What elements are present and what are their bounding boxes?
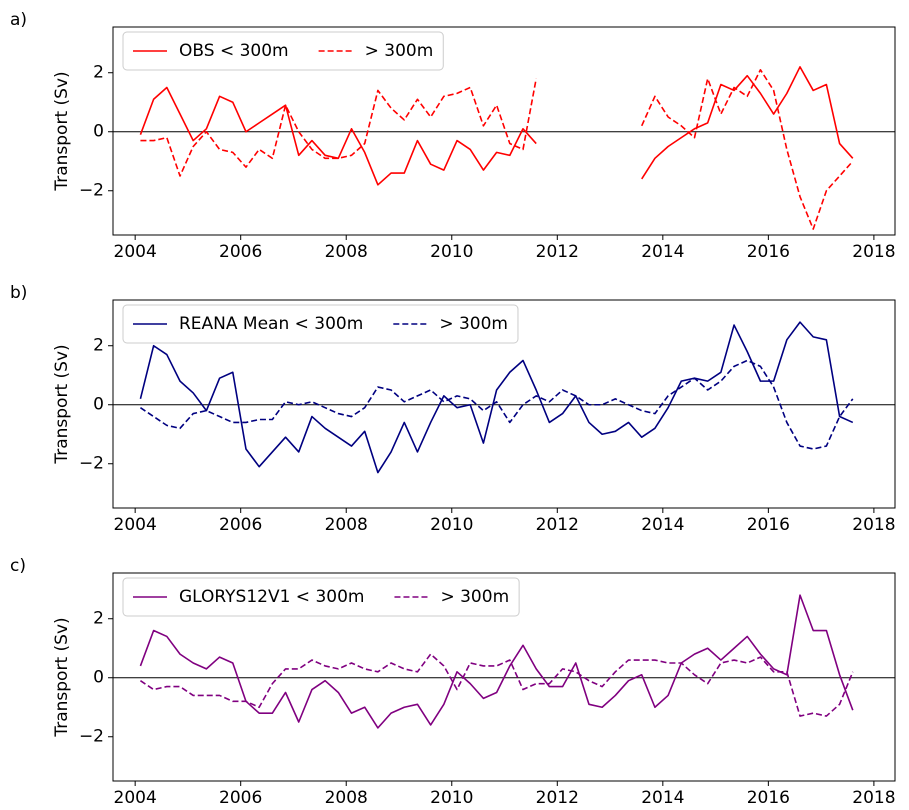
y-tick-label: 2: [93, 609, 104, 629]
series-line: [139, 321, 854, 474]
legend-box: [122, 31, 444, 71]
y-tick-label: 2: [93, 63, 104, 83]
panel-label: a): [10, 10, 27, 30]
x-tick-label: 2014: [641, 788, 684, 808]
y-tick-label: 0: [93, 668, 104, 688]
legend-label: > 300m: [440, 587, 509, 607]
y-tick-label: 2: [93, 336, 104, 356]
x-tick-label: 2010: [430, 515, 473, 535]
legend: GLORYS12V1 < 300m > 300m: [122, 577, 520, 617]
plot-frame: [112, 572, 896, 782]
y-tick-label: −2: [79, 181, 104, 201]
x-tick-label: 2008: [325, 788, 368, 808]
y-tick-label: −2: [79, 454, 104, 474]
panel-label: c): [10, 556, 26, 576]
plot-frame: [112, 299, 896, 509]
panel: a) Transport (Sv) −2 0 2 2004 2006 2008 2010 2012…: [10, 10, 896, 262]
x-tick-label: 2010: [430, 788, 473, 808]
x-tick-label: 2018: [852, 242, 895, 262]
panel: b) Transport (Sv) −2 0 2 2004 2006 2008 2010 2012…: [10, 283, 896, 535]
series-line: [139, 66, 854, 186]
legend-label: > 300m: [439, 314, 508, 334]
y-axis-label: Transport (Sv): [52, 71, 72, 191]
legend: REANA Mean < 300m > 300m: [122, 304, 519, 344]
y-axis-label: Transport (Sv): [52, 344, 72, 464]
legend-label: REANA Mean < 300m: [179, 314, 363, 334]
x-tick-label: 2006: [219, 788, 262, 808]
legend-label: > 300m: [365, 41, 434, 61]
x-tick-label: 2006: [219, 242, 262, 262]
y-axis-label: Transport (Sv): [52, 617, 72, 737]
x-tick-label: 2006: [219, 515, 262, 535]
x-tick-label: 2012: [536, 788, 579, 808]
y-tick-label: −2: [79, 727, 104, 747]
legend-label: OBS < 300m: [179, 41, 289, 61]
x-tick-label: 2004: [114, 242, 157, 262]
x-tick-label: 2016: [747, 788, 790, 808]
x-tick-label: 2016: [747, 242, 790, 262]
legend-box: [122, 304, 519, 344]
panel: c) Transport (Sv) −2 0 2 2004 2006 2008 2010 2012…: [10, 556, 896, 808]
x-tick-label: 2010: [430, 242, 473, 262]
series-line: [140, 68, 854, 230]
x-tick-label: 2004: [114, 788, 157, 808]
x-tick-label: 2014: [641, 242, 684, 262]
plot-frame: [112, 26, 896, 236]
x-tick-label: 2012: [536, 242, 579, 262]
y-tick-label: 0: [93, 395, 104, 415]
series-line: [139, 653, 854, 717]
x-tick-label: 2012: [536, 515, 579, 535]
panel-label: b): [10, 283, 27, 303]
x-tick-label: 2018: [852, 788, 895, 808]
series-line: [139, 594, 854, 729]
x-tick-label: 2014: [641, 515, 684, 535]
y-tick-label: 0: [93, 122, 104, 142]
legend-box: [122, 577, 520, 617]
series-line: [139, 359, 854, 450]
x-tick-label: 2008: [325, 242, 368, 262]
legend: OBS < 300m > 300m: [122, 31, 444, 71]
legend-label: GLORYS12V1 < 300m: [179, 587, 364, 607]
x-tick-label: 2016: [747, 515, 790, 535]
x-tick-label: 2004: [114, 515, 157, 535]
x-tick-label: 2008: [325, 515, 368, 535]
x-tick-label: 2018: [852, 515, 895, 535]
